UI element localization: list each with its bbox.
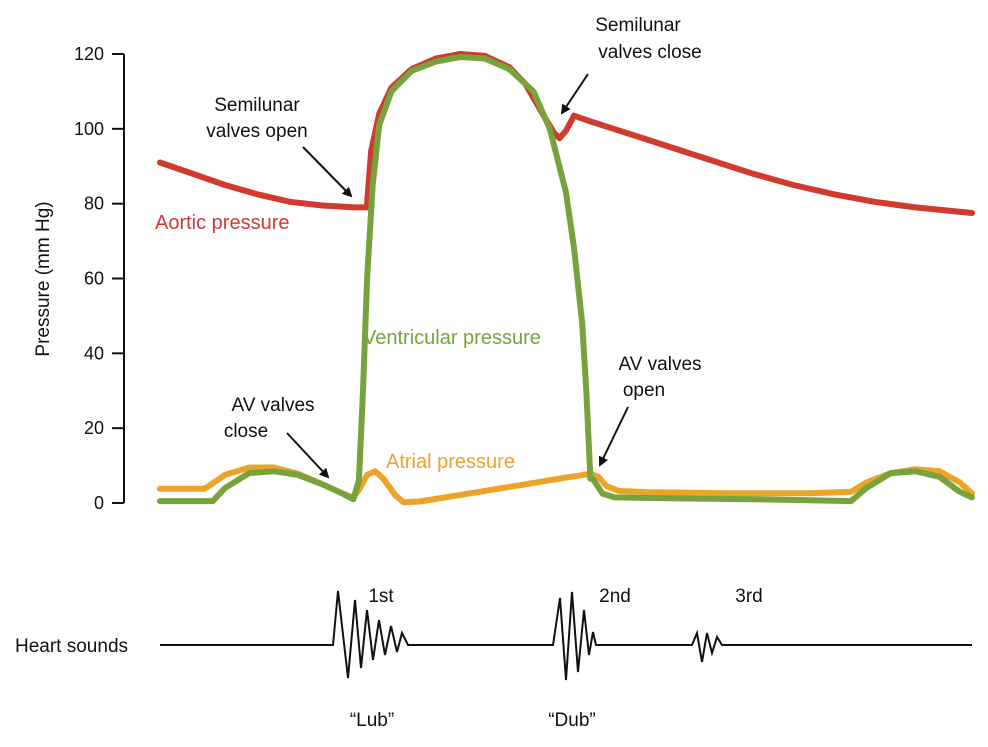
- y-axis-label: Pressure (mm Hg): [33, 201, 54, 356]
- y-tick-label: 100: [74, 119, 104, 139]
- series-line-ventricular: [157, 54, 975, 505]
- heart-sound-3rd-label: 3rd: [735, 586, 762, 607]
- series-label-ventricular: Ventricular pressure: [363, 327, 541, 349]
- annotation-av-open-arrow: [598, 406, 629, 467]
- heart-sound-1st-caption: “Lub”: [350, 710, 394, 731]
- annotation-av-close-line1: AV valves: [231, 395, 314, 416]
- annotation-av-open-line1: AV valves: [618, 354, 701, 375]
- annotation-av-close-line2: close: [224, 421, 268, 442]
- y-tick-label: 60: [84, 269, 104, 289]
- heart-sounds-label: Heart sounds: [15, 636, 128, 657]
- annotation-av-close-arrow: [286, 432, 330, 479]
- annotation-semilunar-close-arrow: [560, 73, 589, 115]
- annotation-av-close: AV valves close: [224, 395, 330, 479]
- y-tick-label: 0: [94, 493, 104, 513]
- annotation-semilunar-open-line1: Semilunar: [214, 95, 300, 116]
- series-label-atrial: Atrial pressure: [386, 451, 515, 473]
- y-tick-label: 20: [84, 418, 104, 438]
- heart-sound-2nd-caption: “Dub”: [548, 710, 596, 731]
- annotation-semilunar-open-arrow: [302, 146, 353, 198]
- y-tick-label: 40: [84, 343, 104, 363]
- annotation-semilunar-close-line1: Semilunar: [595, 15, 681, 36]
- annotation-semilunar-close: Semilunar valves close: [560, 15, 702, 115]
- annotation-av-open-line2: open: [623, 380, 665, 401]
- y-axis-ticks: 0 20 40 60 80 100 120: [74, 44, 124, 513]
- annotation-semilunar-open-line2: valves open: [206, 121, 307, 142]
- heart-sounds-trace: [160, 590, 972, 681]
- annotation-semilunar-close-line2: valves close: [598, 42, 702, 63]
- annotation-av-open: AV valves open: [598, 354, 702, 467]
- y-tick-label: 120: [74, 44, 104, 64]
- annotation-semilunar-open: Semilunar valves open: [206, 95, 353, 198]
- heart-sound-1st-label: 1st: [368, 586, 394, 607]
- y-tick-label: 80: [84, 194, 104, 214]
- series-layer: [157, 51, 975, 506]
- heart-sounds-row: Heart sounds 1st 2nd 3rd “Lub” “Dub”: [15, 586, 972, 731]
- series-label-aortic: Aortic pressure: [155, 212, 290, 234]
- heart-sound-2nd-label: 2nd: [599, 586, 631, 607]
